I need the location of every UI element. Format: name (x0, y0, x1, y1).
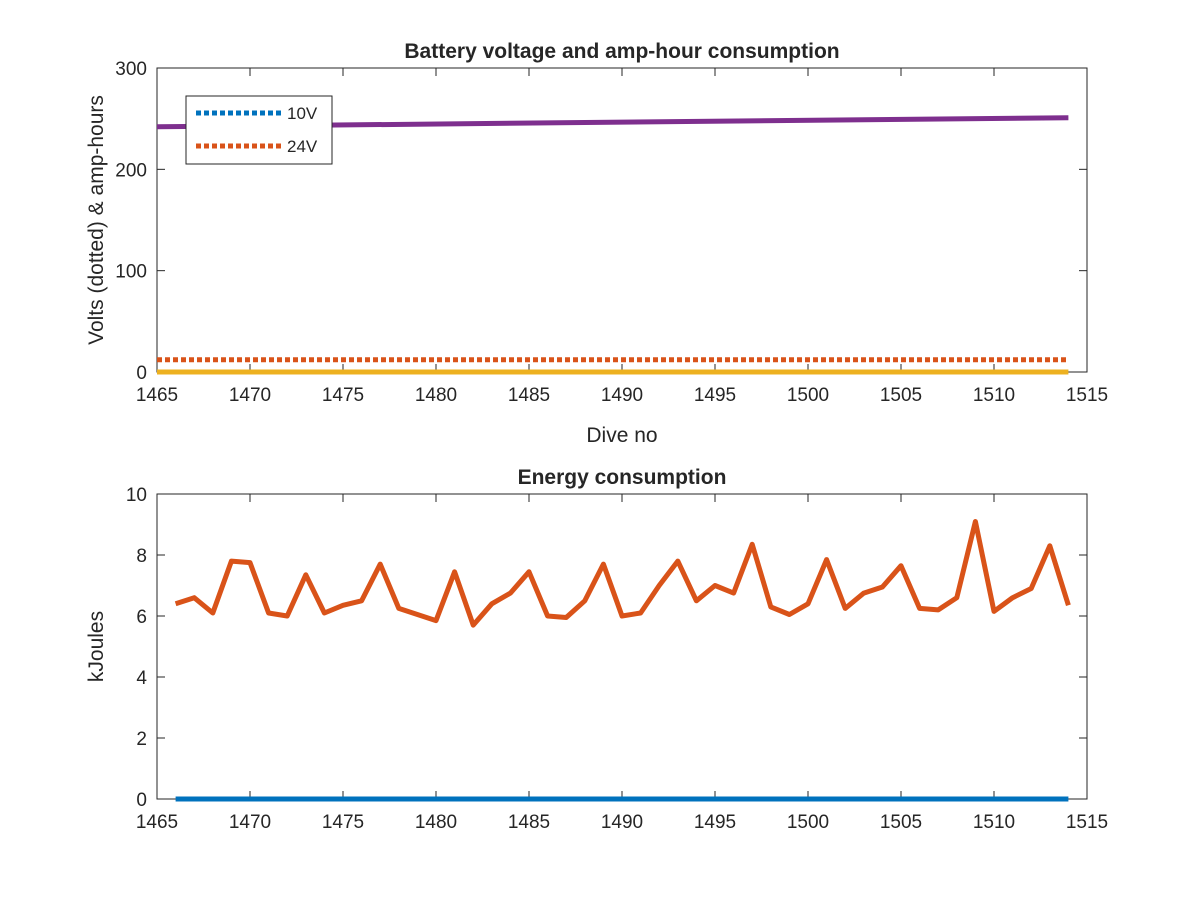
plot1-xtick-label: 1505 (880, 385, 922, 406)
plot2-title: Energy consumption (518, 466, 727, 489)
plot1-xtick-label: 1475 (322, 385, 364, 406)
plot2-xtick-label: 1505 (880, 812, 922, 833)
plot1-xtick-label: 1490 (601, 385, 643, 406)
plot2-xtick-label: 1465 (136, 812, 178, 833)
plot2-xtick-label: 1500 (787, 812, 829, 833)
plot2-xtick-label: 1475 (322, 812, 364, 833)
plot1-xtick-label: 1500 (787, 385, 829, 406)
plot1-legend-label: 10V (287, 104, 318, 123)
plot2-ytick-label: 2 (136, 729, 147, 750)
plot1-ytick-label: 0 (136, 363, 147, 384)
plot1-xtick-label: 1470 (229, 385, 271, 406)
plot2-xtick-label: 1490 (601, 812, 643, 833)
plot2-xtick-label: 1470 (229, 812, 271, 833)
plot2-xtick-label: 1480 (415, 812, 457, 833)
plot1-ytick-label: 100 (115, 262, 147, 283)
plot2-xtick-label: 1485 (508, 812, 550, 833)
plot2-ytick-label: 0 (136, 790, 147, 811)
plot1-title: Battery voltage and amp-hour consumption (404, 40, 839, 63)
plot1-xtick-label: 1465 (136, 385, 178, 406)
plot1-xlabel: Dive no (586, 424, 657, 447)
plot1-ytick-label: 300 (115, 59, 147, 80)
plot2-xtick-label: 1510 (973, 812, 1015, 833)
plot2-ylabel: kJoules (85, 611, 108, 682)
plot2-ytick-label: 8 (136, 546, 147, 567)
plot1-xtick-label: 1510 (973, 385, 1015, 406)
plot2-ytick-label: 6 (136, 607, 147, 628)
plot1-xtick-label: 1480 (415, 385, 457, 406)
plot2-ytick-label: 4 (136, 668, 147, 689)
plot1-xtick-label: 1485 (508, 385, 550, 406)
plot1-ylabel: Volts (dotted) & amp-hours (85, 95, 108, 345)
plot1-legend-box (185, 95, 333, 165)
plot1-xtick-label: 1495 (694, 385, 736, 406)
plot1-xtick-label: 1515 (1066, 385, 1108, 406)
plot2-series-line-2 (174, 519, 1071, 628)
plot2-xtick-label: 1495 (694, 812, 736, 833)
plot2-axes-box (156, 493, 1088, 800)
plot1-ytick-label: 200 (115, 160, 147, 181)
plot2-xtick-label: 1515 (1066, 812, 1108, 833)
plot2-ytick-label: 10 (126, 485, 147, 506)
plot1-legend-label: 24V (287, 137, 318, 156)
